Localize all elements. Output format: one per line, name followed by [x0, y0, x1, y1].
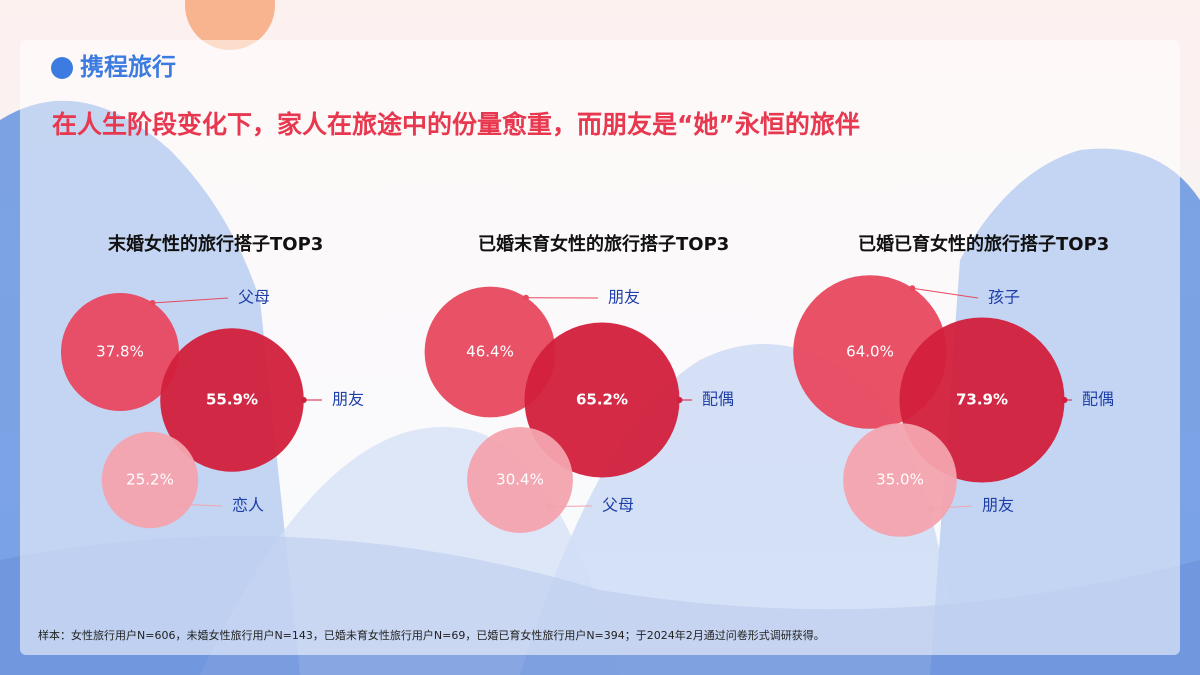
category-label: 朋友: [608, 288, 640, 307]
leader-dot: [676, 397, 683, 403]
chart-title: 末婚女性的旅行搭子TOP3: [108, 233, 323, 255]
value-label: 64.0%: [846, 343, 894, 361]
chart-title: 已婚末育女性的旅行搭子TOP3: [478, 233, 729, 255]
leader-dot: [546, 503, 553, 510]
category-label: 父母: [238, 288, 270, 307]
bubble: [524, 322, 680, 478]
leader-dot: [173, 501, 180, 508]
leader-dot: [1061, 397, 1068, 403]
leader-dot: [522, 294, 529, 301]
sun: [185, 0, 275, 50]
chart-title: 已婚已育女性的旅行搭子TOP3: [858, 233, 1109, 255]
leader-line: [176, 503, 223, 507]
leader-dot: [928, 505, 935, 512]
value-label: 30.4%: [496, 471, 544, 489]
category-label: 配偶: [1082, 390, 1114, 409]
value-label: 25.2%: [126, 471, 174, 489]
leader-dot: [300, 397, 307, 403]
leader-line: [152, 297, 229, 304]
logo: 携程旅行: [80, 53, 176, 81]
category-label: 孩子: [988, 288, 1020, 307]
headline: 在人生阶段变化下，家人在旅途中的份量愈重，而朋友是“她”永恒的旅伴: [52, 110, 860, 139]
category-label: 父母: [602, 496, 634, 515]
leader-dot: [149, 300, 156, 307]
value-label: 35.0%: [876, 471, 924, 489]
value-label: 55.9%: [206, 391, 258, 409]
bubble: [160, 328, 304, 472]
value-label: 65.2%: [576, 391, 628, 409]
category-label: 配偶: [702, 390, 734, 409]
category-label: 朋友: [982, 496, 1014, 515]
bubble: [424, 286, 556, 418]
bubble: [60, 292, 180, 412]
leader-line: [931, 505, 973, 509]
value-label: 37.8%: [96, 343, 144, 361]
leader-dot: [909, 285, 916, 292]
footnote: 样本：女性旅行用户N=606，未婚女性旅行用户N=143，已婚未育女性旅行用户N…: [38, 628, 825, 642]
logo-icon: [51, 57, 73, 79]
category-label: 朋友: [332, 390, 364, 409]
category-label: 恋人: [232, 496, 264, 515]
value-label: 73.9%: [956, 391, 1008, 409]
value-label: 46.4%: [466, 343, 514, 361]
leader-line: [912, 287, 979, 299]
